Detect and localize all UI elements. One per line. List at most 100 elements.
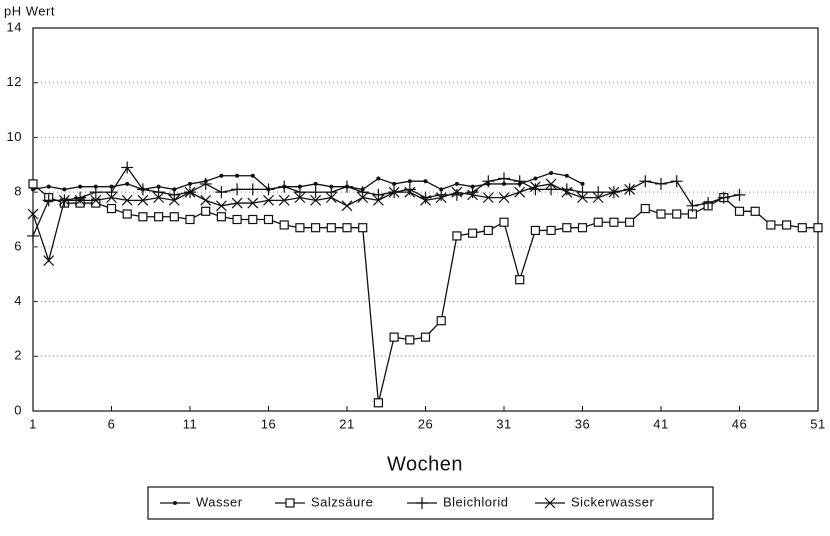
point [201,206,211,216]
point [813,223,823,233]
point [310,194,322,206]
point [545,183,558,196]
point [533,176,538,181]
point [513,175,526,188]
point [279,220,289,230]
point [326,223,336,233]
point [169,212,179,222]
point [215,200,227,212]
point [168,194,180,206]
x-axis-label: Wochen [387,453,463,475]
point [138,212,148,222]
point [293,186,306,199]
point [357,192,369,204]
point [373,398,383,408]
point [656,209,666,219]
point [514,186,526,198]
point [89,186,102,199]
x-tick-label: 46 [732,416,747,431]
point [278,180,291,193]
point [483,225,493,236]
point [655,177,667,190]
point [734,206,745,216]
x-tick-label: 26 [418,416,433,431]
point [325,192,337,204]
legend-label: Wasser [196,494,243,509]
legend-label: Bleichlorid [443,494,508,509]
point [246,183,259,196]
point [78,184,83,189]
point [125,181,130,186]
point [325,186,338,199]
point [468,228,478,238]
point [263,194,274,206]
point [624,217,635,227]
point [90,194,102,206]
legend-marker [285,498,295,508]
y-tick-label: 0 [14,402,22,417]
point [219,173,224,178]
x-tick-label: 41 [653,416,668,431]
point [121,161,134,174]
point [376,176,381,181]
point [248,214,258,225]
point [466,186,479,199]
point [686,199,699,212]
point [797,223,807,233]
point [263,214,274,225]
point [498,172,510,185]
point [564,173,569,178]
point [392,181,397,186]
point [404,186,416,198]
point [313,181,318,186]
point [356,186,369,199]
point [482,192,494,204]
point [106,192,117,204]
point [250,173,255,178]
y-tick-label: 12 [7,74,22,89]
point [482,175,495,188]
point [247,197,259,209]
point [562,223,572,233]
point [372,194,384,206]
point [452,231,462,241]
point [577,223,588,233]
point [43,255,55,266]
point [420,194,431,206]
point [262,183,275,196]
point [454,181,459,186]
point [295,223,305,233]
point [121,194,133,206]
y-tick-label: 6 [14,238,22,253]
point [639,175,652,188]
point [450,188,463,201]
point [592,186,605,199]
point [153,192,165,204]
point [184,186,196,198]
series-line [32,183,818,403]
point [185,214,195,225]
y-tick-label: 14 [7,19,22,34]
point [580,181,585,186]
point [435,188,448,201]
point [294,192,306,204]
point [672,209,682,219]
point [467,189,479,201]
point [231,197,243,209]
point [188,181,192,186]
point [342,223,352,233]
point [546,225,556,236]
plot-frame [32,27,819,412]
point [577,192,588,204]
point [62,187,67,192]
x-tick-label: 6 [108,416,116,431]
point [609,217,619,227]
y-axis-label: pH Wert [4,3,55,18]
point [717,191,730,204]
x-tick-label: 1 [29,416,37,431]
point [200,194,212,206]
point [766,220,776,230]
x-tick-label: 21 [339,416,354,431]
point [105,186,118,199]
